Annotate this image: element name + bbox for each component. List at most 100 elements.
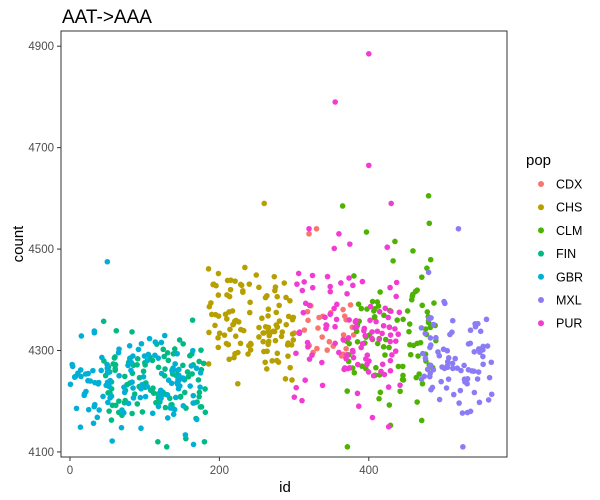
data-point	[190, 441, 197, 448]
data-point	[208, 311, 215, 318]
data-point	[327, 311, 334, 318]
data-point	[387, 357, 394, 364]
data-point	[363, 229, 370, 235]
data-point	[78, 333, 85, 339]
data-point	[393, 293, 399, 300]
data-point	[335, 349, 342, 356]
data-point	[190, 347, 196, 354]
data-point	[163, 444, 170, 450]
data-point	[302, 300, 309, 307]
data-point	[299, 397, 305, 404]
data-point	[246, 342, 252, 349]
data-point	[340, 332, 347, 338]
data-point	[232, 278, 238, 284]
data-point	[488, 391, 495, 398]
chart-title: AAT->AAA	[62, 7, 152, 28]
data-point	[121, 373, 128, 380]
data-point	[425, 193, 432, 199]
data-point	[193, 365, 200, 372]
data-point	[388, 200, 395, 207]
data-point	[422, 355, 429, 362]
data-point	[181, 389, 188, 396]
data-point	[126, 343, 133, 349]
data-point	[109, 438, 115, 444]
data-point	[388, 308, 394, 315]
data-point	[324, 347, 330, 353]
data-point	[272, 337, 279, 344]
data-point	[365, 162, 372, 169]
data-point	[309, 284, 316, 291]
data-point	[426, 315, 432, 322]
series-pur	[291, 51, 403, 430]
data-point	[412, 288, 419, 295]
data-point	[334, 301, 340, 308]
data-point	[138, 425, 144, 432]
data-point	[283, 321, 290, 328]
data-point	[431, 300, 437, 306]
data-point	[400, 316, 406, 323]
data-point	[245, 351, 251, 357]
data-point	[233, 317, 239, 324]
data-point	[162, 404, 169, 411]
data-point	[129, 329, 135, 335]
data-point	[227, 277, 234, 284]
data-point	[373, 318, 379, 325]
data-point	[471, 389, 478, 396]
y-tick-label: 4100	[28, 447, 54, 459]
data-point	[332, 99, 338, 105]
data-point	[112, 354, 118, 360]
data-point	[458, 367, 464, 374]
x-axis-label: id	[279, 479, 291, 496]
data-point	[127, 355, 133, 361]
data-point	[96, 407, 102, 413]
data-point	[289, 316, 296, 323]
data-point	[171, 406, 178, 413]
data-point	[305, 344, 311, 350]
legend-label-fin: FIN	[556, 247, 576, 261]
data-point	[150, 390, 157, 396]
data-point	[386, 324, 393, 330]
data-point	[480, 361, 486, 368]
data-point	[475, 369, 482, 375]
data-point	[216, 330, 223, 337]
data-point	[262, 294, 269, 301]
data-point	[98, 367, 105, 374]
data-point	[486, 374, 493, 381]
data-point	[128, 367, 134, 374]
data-point	[215, 270, 222, 277]
data-point	[104, 361, 110, 368]
data-point	[191, 400, 197, 406]
data-point	[167, 405, 174, 411]
data-point	[424, 309, 431, 315]
data-point	[309, 352, 315, 358]
data-point	[201, 438, 208, 445]
data-point	[260, 330, 266, 336]
x-axis: 0 200 400	[67, 457, 378, 477]
data-point	[118, 424, 125, 431]
data-point	[387, 332, 394, 338]
data-point	[382, 352, 388, 358]
data-point	[247, 347, 254, 353]
data-point	[176, 372, 182, 379]
legend-label-mxl: MXL	[556, 294, 582, 308]
data-point	[180, 362, 186, 369]
data-point	[386, 344, 392, 351]
data-point	[406, 321, 413, 327]
data-point	[299, 287, 306, 294]
data-point	[344, 290, 350, 297]
data-point	[474, 376, 481, 382]
data-point	[369, 329, 375, 335]
data-point	[291, 394, 298, 400]
data-point	[265, 306, 272, 313]
data-point	[341, 313, 348, 319]
data-point	[364, 352, 371, 359]
data-point	[142, 393, 149, 400]
data-point	[106, 383, 112, 390]
data-point	[205, 266, 212, 272]
data-point	[246, 309, 253, 316]
data-point	[105, 369, 112, 376]
data-point	[253, 272, 260, 278]
data-point	[381, 312, 387, 319]
data-point	[274, 350, 281, 357]
